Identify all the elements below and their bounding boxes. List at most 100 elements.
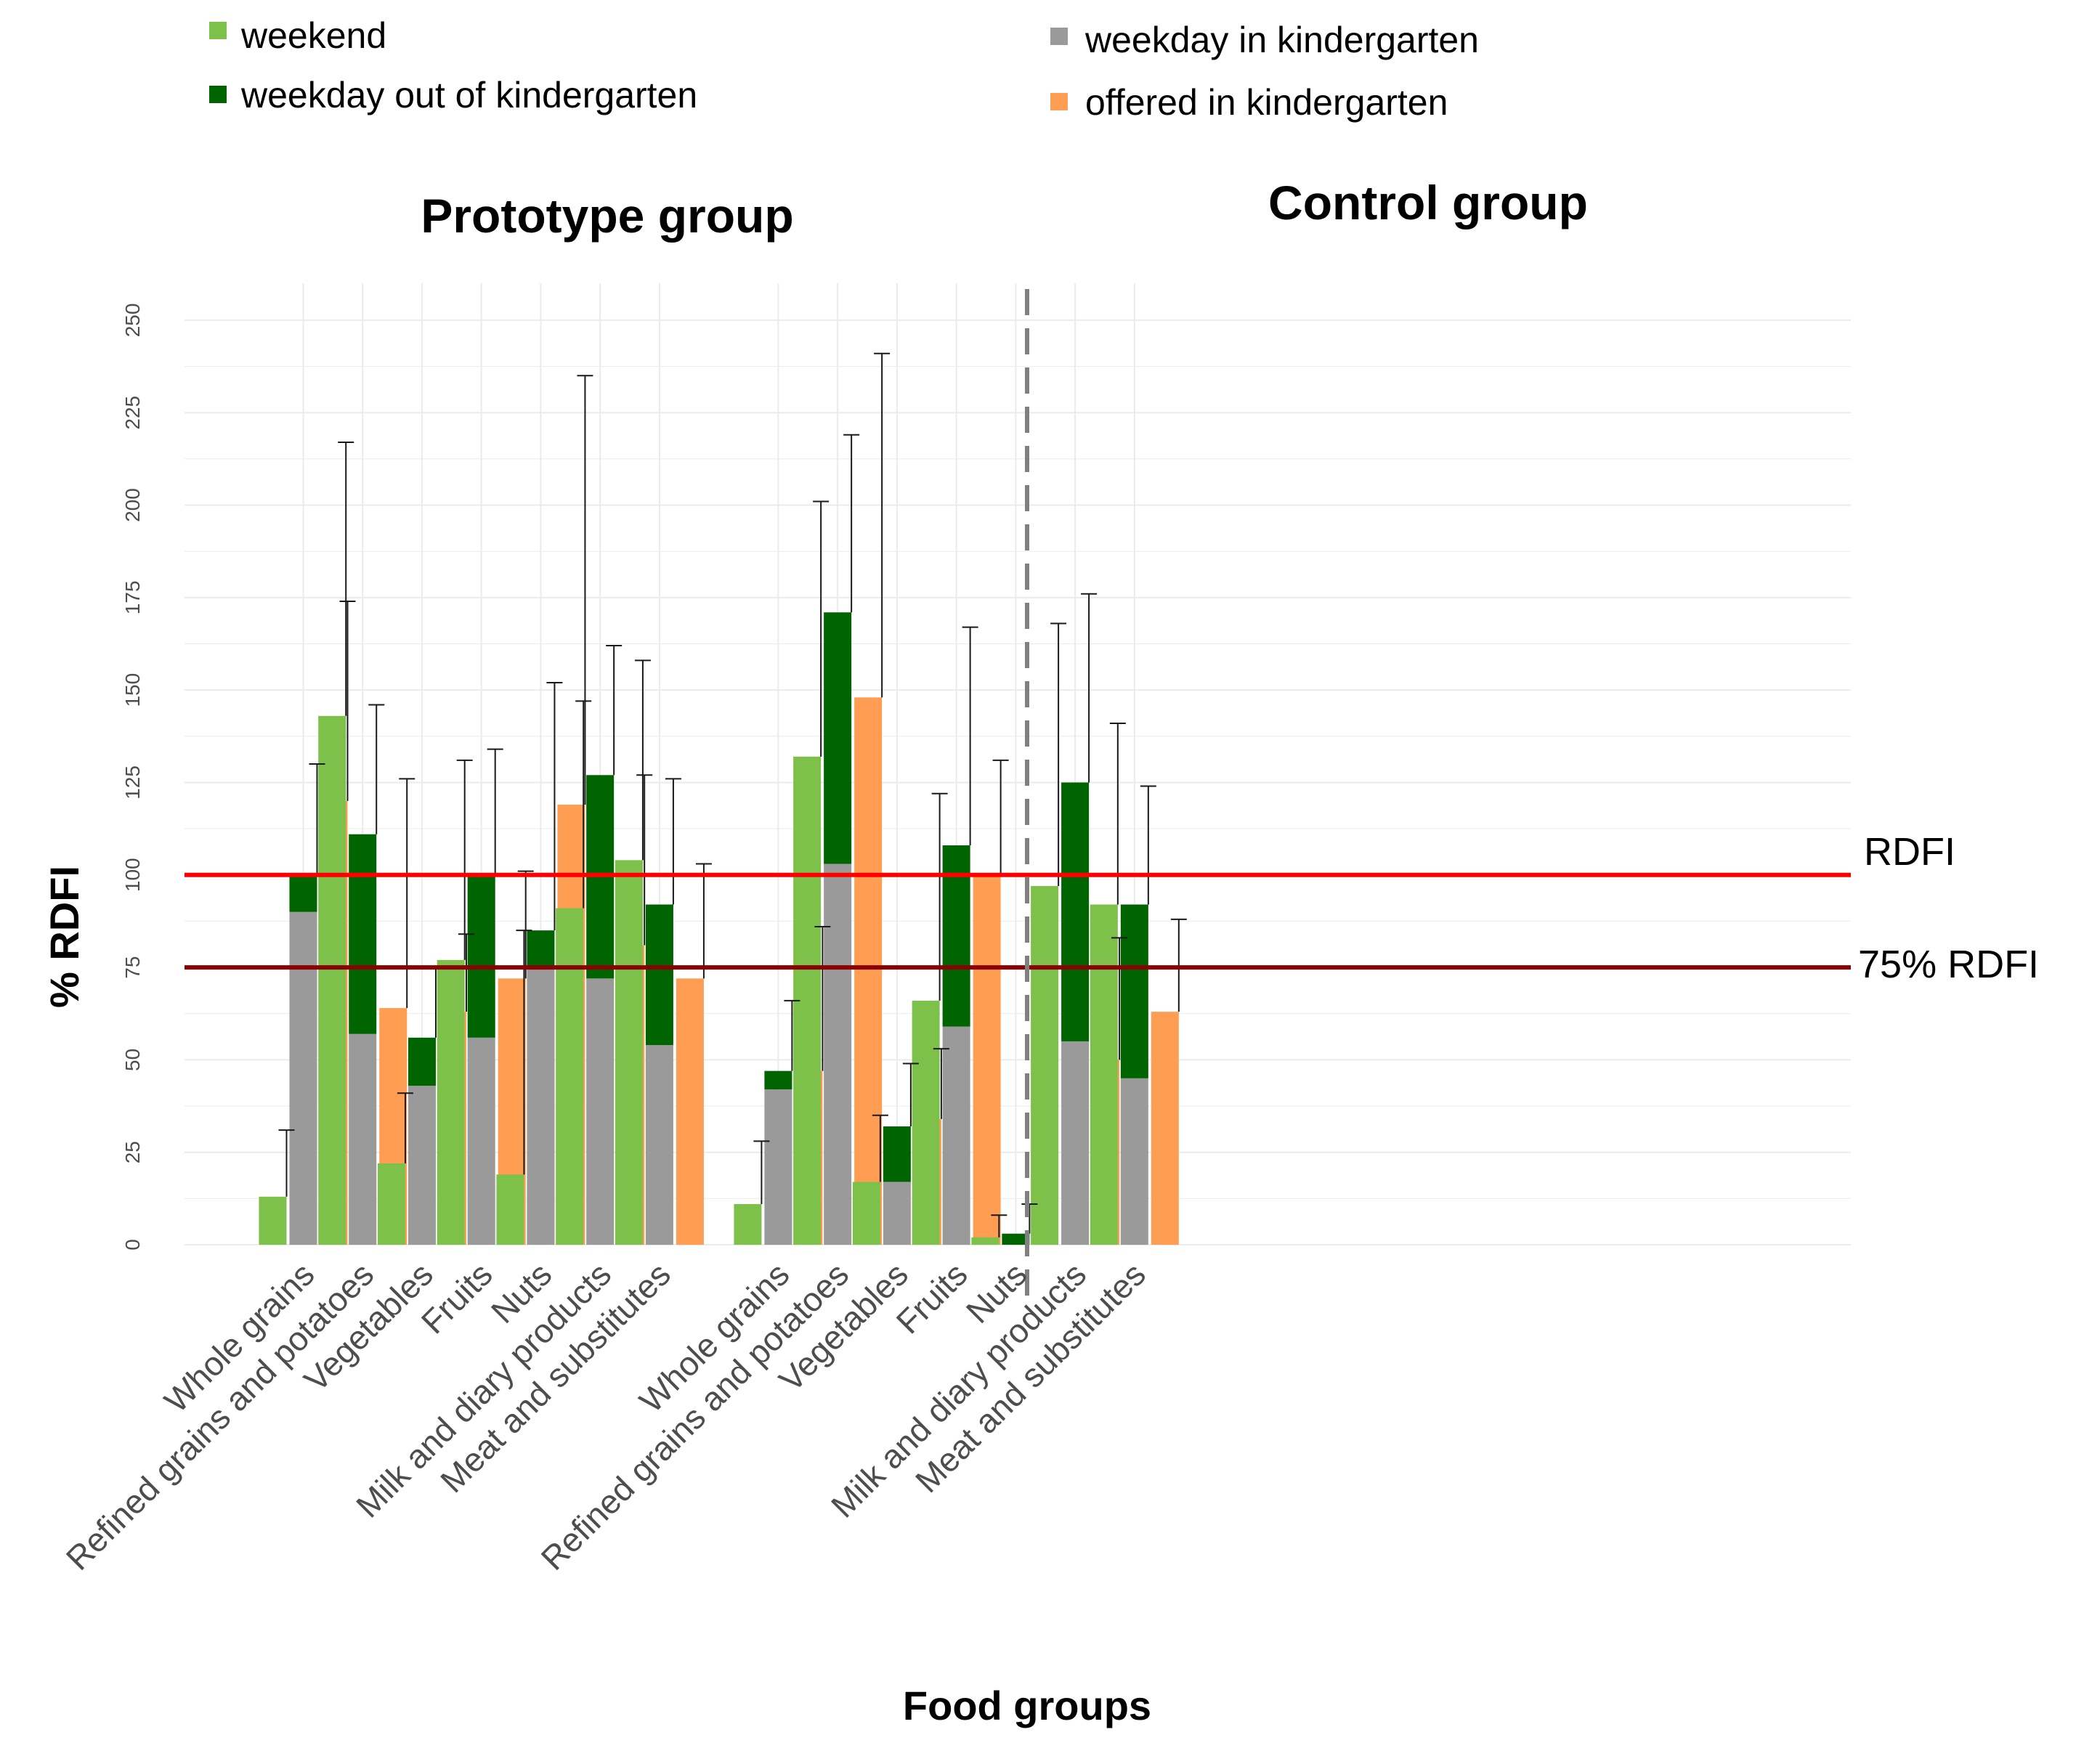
bar-weekday-in-kindergarten	[942, 1026, 970, 1245]
legend-label-weekend: weekend	[240, 15, 386, 56]
x-tick-label: Refined grains and potatoes	[59, 1255, 381, 1577]
bar-weekday-out-of-kindergarten	[527, 930, 555, 968]
y-tick-label: 200	[121, 488, 144, 522]
x-tick-label: Fruits	[414, 1255, 500, 1341]
bar-weekend	[377, 1163, 405, 1245]
bar-offered-in-kindergarten	[1151, 1012, 1179, 1245]
rdfi-75-label: 75% RDFI	[1858, 943, 2039, 986]
error-bar-offered	[874, 352, 891, 698]
legend-label-weekday-in: weekday in kindergarten	[1084, 20, 1479, 60]
error-bar-offered	[458, 933, 474, 1012]
error-bar-offered	[636, 774, 653, 946]
bar-weekday-out-of-kindergarten	[289, 874, 317, 912]
bar-weekend	[971, 1237, 1000, 1245]
error-bar-weekday	[1140, 785, 1156, 905]
y-tick-label: 150	[121, 673, 144, 707]
bar-weekday-out-of-kindergarten	[645, 904, 673, 1046]
x-tick-label: Fruits	[889, 1255, 975, 1341]
y-tick-label: 50	[121, 1049, 144, 1071]
y-tick-label: 225	[121, 396, 144, 430]
error-bar-offered	[814, 926, 831, 1071]
error-bar-weekend	[991, 1214, 1007, 1237]
error-bar-weekday	[606, 645, 623, 776]
bar-weekday-in-kindergarten	[586, 978, 615, 1245]
y-tick-label: 25	[121, 1141, 144, 1163]
bar-weekday-out-of-kindergarten	[824, 612, 852, 864]
bar-weekend	[437, 959, 465, 1245]
bar-offered-in-kindergarten	[854, 697, 883, 1245]
y-tick-label: 250	[121, 304, 144, 338]
x-axis-title: Food groups	[903, 1683, 1151, 1728]
y-tick-label: 0	[121, 1239, 144, 1251]
y-tick-label: 75	[121, 956, 144, 978]
error-bar-weekend	[872, 1114, 888, 1182]
legend-label-weekday-out: weekday out of kindergarten	[240, 75, 697, 115]
legend-swatch-offered	[1050, 93, 1068, 110]
bars	[259, 612, 1179, 1245]
error-bar-weekend	[456, 759, 473, 960]
bar-weekend	[1090, 904, 1118, 1245]
error-bar-weekday	[1021, 1203, 1038, 1234]
bar-offered-in-kindergarten	[973, 874, 1001, 1245]
error-bars	[278, 352, 1187, 1237]
error-bar-weekend	[516, 930, 532, 1175]
bar-weekday-out-of-kindergarten	[408, 1037, 436, 1086]
y-tick-label: 175	[121, 580, 144, 614]
error-bar-weekday	[962, 626, 978, 846]
legend: weekend weekday out of kindergarten week…	[209, 15, 1479, 123]
panel-title-control: Control group	[1268, 176, 1588, 229]
bar-weekday-in-kindergarten	[1120, 1078, 1148, 1245]
bar-weekday-in-kindergarten	[527, 967, 555, 1245]
legend-swatch-weekend	[209, 22, 227, 39]
bar-weekday-out-of-kindergarten	[1061, 782, 1090, 1041]
error-bar-weekend	[753, 1140, 770, 1204]
error-bar-weekend	[397, 1092, 413, 1163]
y-tick-label: 125	[121, 765, 144, 800]
bar-weekend	[852, 1182, 880, 1245]
error-bar-weekday	[843, 434, 860, 613]
error-bar-offered	[517, 870, 534, 979]
rdfi-label: RDFI	[1864, 830, 1955, 874]
bar-weekday-in-kindergarten	[883, 1182, 911, 1245]
error-bar-weekend	[634, 659, 651, 861]
bar-weekend	[259, 1196, 287, 1245]
bar-weekend	[615, 860, 643, 1245]
legend-swatch-weekday-in	[1050, 28, 1068, 45]
bar-weekday-in-kindergarten	[467, 1037, 495, 1245]
error-bar-weekday	[902, 1062, 919, 1127]
bar-weekday-in-kindergarten	[824, 863, 852, 1245]
bar-weekend	[556, 908, 584, 1245]
error-bar-weekday	[368, 704, 385, 834]
error-bar-offered	[577, 375, 593, 805]
error-bar-weekday	[309, 763, 325, 875]
error-bar-offered	[992, 759, 1009, 875]
bar-weekday-out-of-kindergarten	[1002, 1233, 1030, 1245]
bar-weekend	[318, 715, 346, 1245]
bar-weekday-out-of-kindergarten	[883, 1126, 911, 1182]
error-bar-offered	[695, 863, 712, 979]
bar-weekday-in-kindergarten	[408, 1086, 436, 1245]
error-bar-weekend	[813, 500, 830, 757]
y-axis-title: % RDFI	[41, 866, 87, 1008]
bar-weekday-out-of-kindergarten	[1120, 904, 1148, 1078]
y-tick-label: 100	[121, 858, 144, 892]
bar-weekday-out-of-kindergarten	[764, 1070, 792, 1090]
bar-weekend	[496, 1174, 524, 1245]
error-bar-weekend	[338, 441, 354, 716]
bar-weekday-in-kindergarten	[349, 1033, 377, 1245]
bar-weekend	[912, 1000, 940, 1245]
bar-weekend	[1031, 886, 1059, 1245]
error-bar-weekday	[487, 748, 503, 875]
bar-weekday-out-of-kindergarten	[942, 845, 970, 1027]
bar-weekday-in-kindergarten	[1061, 1041, 1090, 1245]
bar-weekday-in-kindergarten	[645, 1045, 673, 1245]
error-bar-weekend	[1050, 622, 1067, 887]
error-bar-weekend	[278, 1129, 295, 1197]
legend-label-offered: offered in kindergarten	[1085, 82, 1448, 123]
panel-title-prototype: Prototype group	[421, 189, 793, 243]
error-bar-weekend	[1109, 722, 1126, 905]
error-bar-offered	[933, 1048, 949, 1119]
error-bar-weekday	[546, 681, 563, 931]
